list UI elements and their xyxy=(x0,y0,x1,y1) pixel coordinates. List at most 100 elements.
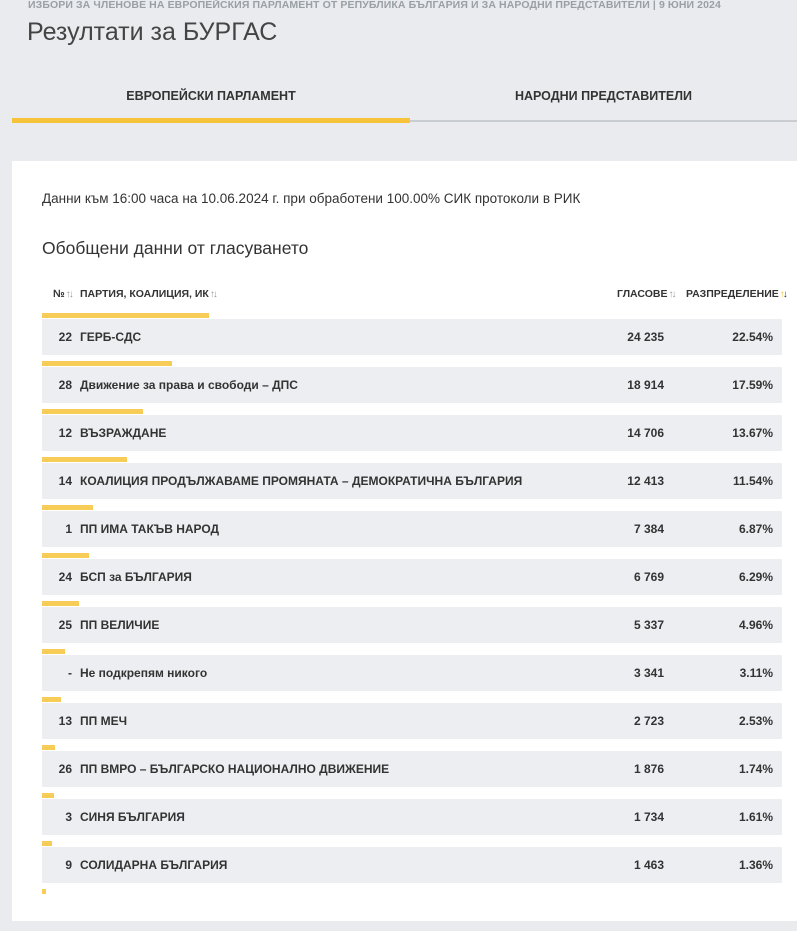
table-row: 28 Движение за права и свободи – ДПС 18 91… xyxy=(42,361,782,403)
share-bar xyxy=(42,793,54,798)
share-bar xyxy=(42,841,53,846)
table-row: 24 БСП за БЪЛГАРИЯ 6 769 6.29% xyxy=(42,553,782,595)
vote-share: 1.36% xyxy=(738,858,773,872)
row-content[interactable]: 1 ПП ИМА ТАКЪВ НАРОД 7 384 6.87% xyxy=(42,511,782,547)
party-name: СОЛИДАРНА БЪЛГАРИЯ xyxy=(80,858,228,872)
vote-share: 3.11% xyxy=(739,666,773,680)
section-title: Обобщени данни от гласуването xyxy=(42,238,309,258)
column-number-label: № xyxy=(53,288,65,300)
vote-count: 3 341 xyxy=(633,666,664,680)
party-number: 9 xyxy=(65,858,72,872)
vote-count: 5 337 xyxy=(633,618,664,632)
share-bar xyxy=(42,505,93,510)
party-name: ПП МЕЧ xyxy=(80,714,128,728)
share-bar xyxy=(42,697,61,702)
party-name: БСП за БЪЛГАРИЯ xyxy=(80,570,192,584)
vote-share: 11.54% xyxy=(732,474,773,488)
vote-share: 6.87% xyxy=(738,522,773,536)
table-row: 3 СИНЯ БЪЛГАРИЯ 1 734 1.61% xyxy=(42,793,782,835)
party-name: КОАЛИЦИЯ ПРОДЪЛЖАВАМЕ ПРОМЯНАТА – ДЕМОКР… xyxy=(80,474,523,488)
table-header: № ↑↓ ПАРТИЯ, КОАЛИЦИЯ, ИК ↑↓ ГЛАСОВЕ ↑↓ … xyxy=(42,288,788,304)
row-content[interactable]: 24 БСП за БЪЛГАРИЯ 6 769 6.29% xyxy=(42,559,782,595)
vote-count: 1 734 xyxy=(633,810,664,824)
share-bar xyxy=(42,889,47,894)
row-content[interactable]: 28 Движение за права и свободи – ДПС 18 91… xyxy=(42,367,782,403)
party-number: 24 xyxy=(58,570,72,584)
row-content[interactable]: 14 КОАЛИЦИЯ ПРОДЪЛЖАВАМЕ ПРОМЯНАТА – ДЕМО… xyxy=(42,463,782,499)
vote-count: 1 463 xyxy=(633,858,664,872)
party-number: 1 xyxy=(65,522,72,536)
table-row: 1 ПП ИМА ТАКЪВ НАРОД 7 384 6.87% xyxy=(42,505,782,547)
row-content[interactable]: 9 СОЛИДАРНА БЪЛГАРИЯ 1 463 1.36% xyxy=(42,847,782,883)
data-status-line: Данни към 16:00 часа на 10.06.2024 г. пр… xyxy=(42,191,581,206)
vote-share: 6.29% xyxy=(738,570,773,584)
share-bar xyxy=(42,553,89,558)
vote-share: 1.61% xyxy=(738,810,773,824)
table-row xyxy=(42,889,782,931)
share-bar xyxy=(42,745,55,750)
column-header-party[interactable]: ПАРТИЯ, КОАЛИЦИЯ, ИК ↑↓ xyxy=(80,288,218,300)
vote-count: 18 914 xyxy=(627,378,664,392)
share-bar xyxy=(42,361,173,366)
vote-count: 14 706 xyxy=(627,426,664,440)
column-header-votes[interactable]: ГЛАСОВЕ ↑↓ xyxy=(617,288,676,300)
party-number: 22 xyxy=(58,330,72,344)
active-tab-indicator xyxy=(12,118,410,123)
share-bar xyxy=(42,457,128,462)
party-name: ПП ВЕЛИЧИЕ xyxy=(80,618,160,632)
column-header-number[interactable]: № ↑↓ xyxy=(53,288,74,300)
vote-share: 17.59% xyxy=(732,378,773,392)
table-row: 26 ПП ВМРО – БЪЛГАРСКО НАЦИОНАЛНО ДВИЖЕНИ… xyxy=(42,745,782,787)
party-number: 14 xyxy=(58,474,72,488)
row-content[interactable]: 13 ПП МЕЧ 2 723 2.53% xyxy=(42,703,782,739)
page-title: Резултати за БУРГАС xyxy=(27,18,278,46)
vote-count: 24 235 xyxy=(627,330,664,344)
party-name: ГЕРБ-СДС xyxy=(80,330,142,344)
share-bar xyxy=(42,649,65,654)
share-bar xyxy=(42,601,79,606)
table-row: 25 ПП ВЕЛИЧИЕ 5 337 4.96% xyxy=(42,601,782,643)
vote-count: 1 876 xyxy=(633,762,664,776)
column-party-label: ПАРТИЯ, КОАЛИЦИЯ, ИК xyxy=(80,288,209,300)
party-number: 12 xyxy=(58,426,72,440)
vote-count: 6 769 xyxy=(633,570,664,584)
table-row: 14 КОАЛИЦИЯ ПРОДЪЛЖАВАМЕ ПРОМЯНАТА – ДЕМО… xyxy=(42,457,782,499)
table-row: 9 СОЛИДАРНА БЪЛГАРИЯ 1 463 1.36% xyxy=(42,841,782,883)
row-content[interactable]: 26 ПП ВМРО – БЪЛГАРСКО НАЦИОНАЛНО ДВИЖЕНИ… xyxy=(42,751,782,787)
table-row: 22 ГЕРБ-СДС 24 235 22.54% xyxy=(42,313,782,355)
vote-share: 4.96% xyxy=(738,618,773,632)
share-bar xyxy=(42,313,209,318)
sort-desc-active-icon[interactable]: ↑↓ xyxy=(779,288,788,300)
row-content[interactable]: - Не подкрепям никого 3 341 3.11% xyxy=(42,655,782,691)
vote-share: 13.67% xyxy=(732,426,773,440)
results-card: Данни към 16:00 часа на 10.06.2024 г. пр… xyxy=(12,161,797,921)
row-content[interactable]: 22 ГЕРБ-СДС 24 235 22.54% xyxy=(42,319,782,355)
sort-icon[interactable]: ↑↓ xyxy=(668,288,676,300)
sort-icon[interactable]: ↑↓ xyxy=(65,288,74,300)
vote-share: 22.54% xyxy=(732,330,773,344)
row-content[interactable]: 25 ПП ВЕЛИЧИЕ 5 337 4.96% xyxy=(42,607,782,643)
tab-national-assembly[interactable]: НАРОДНИ ПРЕДСТАВИТЕЛИ xyxy=(514,89,693,103)
party-name: ПП ВМРО – БЪЛГАРСКО НАЦИОНАЛНО ДВИЖЕНИЕ xyxy=(80,762,390,776)
party-number: 13 xyxy=(58,714,72,728)
row-content[interactable]: 3 СИНЯ БЪЛГАРИЯ 1 734 1.61% xyxy=(42,799,782,835)
tab-european-parliament[interactable]: ЕВРОПЕЙСКИ ПАРЛАМЕНТ xyxy=(126,89,296,103)
vote-count: 12 413 xyxy=(627,474,664,488)
party-name: ВЪЗРАЖДАНЕ xyxy=(80,426,167,440)
vote-share: 1.74% xyxy=(738,762,773,776)
table-row: 13 ПП МЕЧ 2 723 2.53% xyxy=(42,697,782,739)
column-header-share[interactable]: РАЗПРЕДЕЛЕНИЕ ↑↓ xyxy=(686,288,788,300)
party-name: ПП ИМА ТАКЪВ НАРОД xyxy=(80,522,220,536)
party-number: 3 xyxy=(65,810,72,824)
party-number: - xyxy=(68,666,72,680)
sort-icon[interactable]: ↑↓ xyxy=(209,288,218,300)
election-supertitle: ИЗБОРИ ЗА ЧЛЕНОВЕ НА ЕВРОПЕЙСКИЯ ПАРЛАМЕ… xyxy=(28,0,721,11)
tab-bar: ЕВРОПЕЙСКИ ПАРЛАМЕНТ НАРОДНИ ПРЕДСТАВИТЕ… xyxy=(12,72,797,124)
vote-share: 2.53% xyxy=(738,714,773,728)
table-row: 12 ВЪЗРАЖДАНЕ 14 706 13.67% xyxy=(42,409,782,451)
party-number: 26 xyxy=(58,762,72,776)
row-content[interactable]: 12 ВЪЗРАЖДАНЕ 14 706 13.67% xyxy=(42,415,782,451)
vote-count: 2 723 xyxy=(633,714,664,728)
table-row: - Не подкрепям никого 3 341 3.11% xyxy=(42,649,782,691)
party-name: Движение за права и свободи – ДПС xyxy=(80,378,298,392)
